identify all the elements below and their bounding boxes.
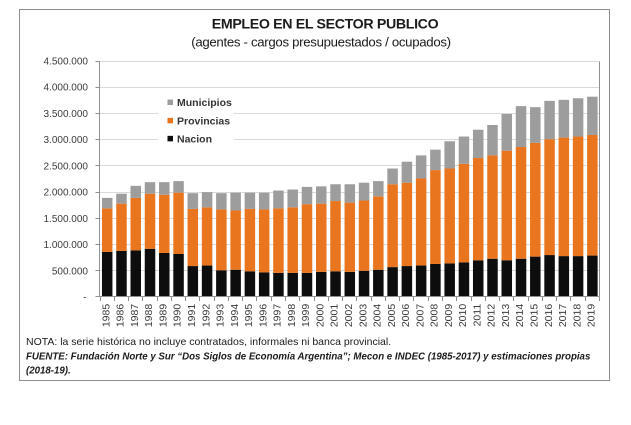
svg-text:2001: 2001: [329, 304, 341, 328]
svg-text:FUENTE: Fundación Norte y Sur: FUENTE: Fundación Norte y Sur “Dos Siglo…: [26, 352, 591, 363]
svg-text:4.000.000: 4.000.000: [44, 83, 89, 94]
svg-text:2004: 2004: [372, 304, 384, 328]
svg-text:1990: 1990: [172, 304, 184, 328]
svg-text:1992: 1992: [200, 304, 212, 328]
svg-text:2014: 2014: [514, 304, 526, 328]
svg-text:1986: 1986: [115, 304, 127, 328]
svg-text:Provincias: Provincias: [177, 115, 230, 127]
svg-text:2000: 2000: [314, 304, 326, 328]
svg-text:2015: 2015: [529, 304, 541, 328]
svg-text:500.000: 500.000: [52, 266, 89, 277]
svg-text:1985: 1985: [100, 304, 112, 328]
svg-text:2003: 2003: [357, 304, 369, 328]
svg-text:1987: 1987: [129, 304, 141, 328]
svg-text:2009: 2009: [443, 304, 455, 328]
svg-text:3.500.000: 3.500.000: [44, 109, 89, 120]
svg-text:2011: 2011: [471, 304, 483, 327]
svg-text:1988: 1988: [143, 304, 155, 328]
svg-text:1994: 1994: [229, 304, 241, 328]
svg-text:(agentes - cargos presupuestad: (agentes - cargos presupuestados / ocupa…: [191, 35, 451, 50]
svg-text:1989: 1989: [157, 304, 169, 328]
svg-text:1991: 1991: [186, 304, 198, 328]
svg-text:2019: 2019: [586, 304, 598, 328]
svg-text:Nacion: Nacion: [177, 133, 212, 145]
svg-text:Municipios: Municipios: [177, 97, 232, 109]
svg-text:EMPLEO EN EL SECTOR PUBLICO: EMPLEO EN EL SECTOR PUBLICO: [212, 17, 439, 33]
svg-text:1996: 1996: [257, 304, 269, 328]
svg-text:2018: 2018: [571, 304, 583, 328]
svg-text:2008: 2008: [429, 304, 441, 328]
svg-text:2017: 2017: [557, 304, 569, 328]
svg-text:1999: 1999: [300, 304, 312, 328]
svg-text:2006: 2006: [400, 304, 412, 328]
svg-text:1997: 1997: [272, 304, 284, 328]
svg-text:1995: 1995: [243, 304, 255, 328]
svg-text:2013: 2013: [500, 304, 512, 328]
svg-text:2.500.000: 2.500.000: [44, 161, 89, 172]
svg-text:2016: 2016: [543, 304, 555, 328]
svg-text:-: -: [83, 293, 86, 304]
svg-text:NOTA: la serie histórica no in: NOTA: la serie histórica no incluye cont…: [26, 336, 391, 348]
svg-text:1.000.000: 1.000.000: [44, 240, 89, 251]
svg-text:2.000.000: 2.000.000: [44, 188, 89, 199]
svg-text:2007: 2007: [414, 304, 426, 328]
svg-text:2005: 2005: [386, 304, 398, 328]
svg-text:2010: 2010: [457, 304, 469, 328]
svg-text:1993: 1993: [215, 304, 227, 328]
svg-text:3.000.000: 3.000.000: [44, 135, 89, 146]
svg-text:4.500.000: 4.500.000: [44, 57, 89, 68]
svg-text:(2018-19).: (2018-19).: [26, 366, 71, 377]
svg-text:1.500.000: 1.500.000: [44, 214, 89, 225]
svg-text:2012: 2012: [486, 304, 498, 328]
svg-text:1998: 1998: [286, 304, 298, 328]
svg-text:2002: 2002: [343, 304, 355, 328]
